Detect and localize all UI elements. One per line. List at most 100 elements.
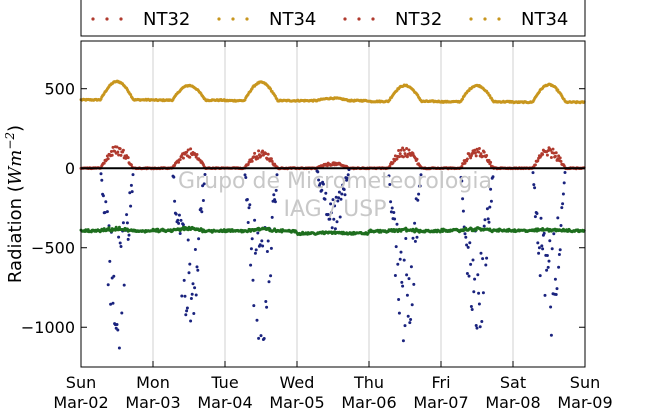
data-point	[393, 274, 397, 277]
data-point	[552, 232, 556, 236]
data-point	[410, 303, 414, 307]
data-point	[546, 265, 550, 269]
x-tick-date: Mar-06	[341, 393, 396, 409]
data-point	[244, 176, 248, 179]
y-axis-ticks: 500 0 −500 −1000	[21, 80, 585, 337]
data-point	[531, 171, 535, 175]
data-point	[563, 171, 567, 174]
data-point	[409, 318, 413, 321]
data-point	[402, 148, 406, 152]
data-point	[184, 313, 188, 317]
data-point	[337, 196, 341, 200]
data-point	[395, 157, 399, 161]
data-point	[393, 217, 397, 221]
watermark-line-1: Grupo de Micrometeorologia	[178, 169, 492, 194]
data-point	[485, 256, 489, 260]
data-point	[201, 199, 205, 202]
data-point	[549, 333, 553, 337]
data-point	[247, 206, 251, 210]
data-point	[110, 153, 114, 157]
data-point	[472, 290, 476, 294]
legend-label: NT32	[143, 9, 190, 30]
data-point	[125, 213, 129, 217]
x-axis-ticks: SunMar-02MonMar-03TueMar-04WedMar-05ThuM…	[53, 41, 613, 409]
data-point	[317, 178, 321, 182]
data-point	[182, 278, 186, 282]
data-point	[99, 172, 103, 176]
data-point	[104, 200, 108, 204]
data-point	[257, 336, 261, 340]
data-point	[398, 152, 402, 156]
data-point	[545, 254, 549, 257]
data-point	[393, 154, 397, 158]
data-point	[120, 311, 124, 315]
data-point	[186, 148, 190, 152]
data-point	[389, 210, 393, 214]
data-point	[189, 147, 193, 151]
data-point	[197, 237, 201, 241]
legend-marker	[91, 17, 95, 21]
data-point	[187, 271, 191, 275]
y-tick-label: −1000	[21, 318, 75, 337]
data-point	[195, 265, 199, 269]
data-point	[178, 232, 182, 235]
data-point	[562, 181, 566, 185]
data-point	[557, 154, 561, 158]
data-point	[461, 209, 465, 213]
data-point	[192, 312, 196, 315]
data-point	[331, 198, 335, 202]
data-point	[328, 217, 332, 221]
data-point	[399, 148, 403, 152]
y-tick-label: −500	[31, 239, 75, 258]
data-point	[105, 210, 109, 214]
data-point	[129, 183, 133, 187]
data-point	[248, 203, 252, 207]
x-tick-date: Mar-07	[413, 393, 468, 409]
data-point	[113, 149, 117, 153]
data-point	[537, 251, 541, 255]
y-tick-label: 0	[65, 159, 75, 178]
x-tick-day: Sun	[66, 373, 96, 392]
data-point	[269, 274, 273, 278]
data-point	[253, 218, 257, 222]
data-point	[176, 218, 180, 222]
data-point	[397, 155, 401, 159]
data-point	[549, 156, 553, 159]
data-point	[401, 155, 405, 159]
data-point	[188, 155, 192, 159]
data-point	[333, 227, 337, 231]
data-point	[558, 156, 562, 160]
series-2	[99, 168, 567, 350]
data-point	[256, 231, 260, 235]
data-point	[553, 277, 557, 281]
data-point	[545, 268, 549, 272]
data-point	[486, 217, 490, 221]
data-point	[415, 235, 419, 239]
data-point	[109, 150, 113, 153]
data-point	[106, 283, 110, 287]
data-point	[466, 245, 470, 249]
data-point	[179, 218, 183, 222]
legend-label: NT32	[395, 9, 442, 30]
data-point	[402, 258, 406, 262]
data-point	[561, 202, 565, 206]
data-point	[469, 305, 473, 308]
data-point	[401, 339, 405, 343]
data-point	[186, 238, 190, 242]
data-point	[481, 154, 485, 158]
y-axis-label-close: )	[5, 125, 26, 132]
data-point	[474, 154, 478, 158]
data-point	[536, 159, 540, 163]
data-point	[172, 175, 176, 179]
data-point	[561, 192, 565, 196]
data-point	[250, 159, 254, 163]
data-point	[320, 188, 324, 192]
series-1	[79, 145, 586, 171]
data-point	[340, 192, 344, 196]
data-point	[398, 257, 402, 261]
legend-label: NT34	[269, 9, 316, 30]
data-point	[253, 151, 257, 155]
data-point	[407, 277, 411, 281]
data-point	[535, 212, 539, 215]
series-3	[79, 225, 586, 237]
